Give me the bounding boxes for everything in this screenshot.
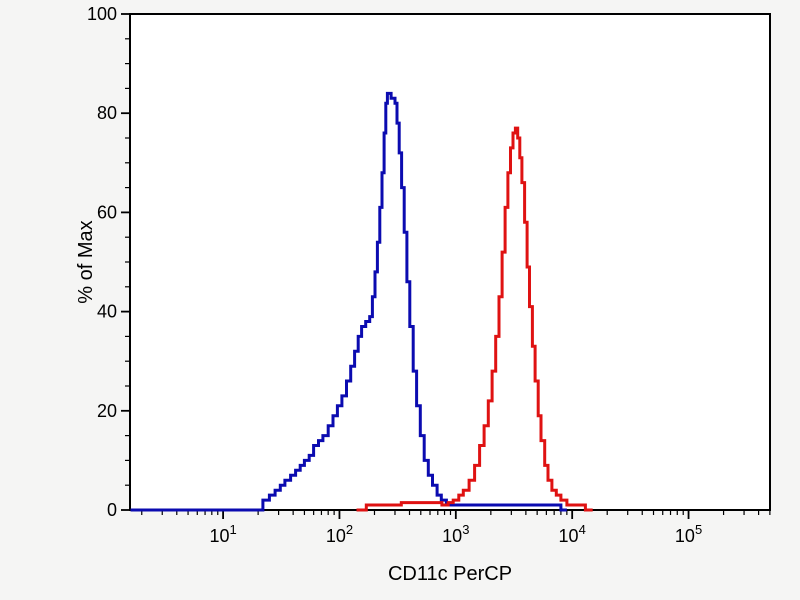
y-axis-tick-labels: 0 20 40 60 80 100 <box>87 4 117 520</box>
x-axis-title: CD11c PerCP <box>388 563 512 585</box>
x-tick-label: 101 <box>209 522 236 546</box>
y-tick-label: 20 <box>97 401 117 421</box>
y-tick-label: 100 <box>87 4 117 24</box>
y-tick-label: 80 <box>97 103 117 123</box>
plot-area <box>130 14 770 510</box>
x-tick-label: 102 <box>326 522 353 546</box>
series-red-curve <box>356 126 593 512</box>
x-tick-label: 103 <box>442 522 469 546</box>
x-axis-tick-labels: 101 102 103 104 105 <box>209 522 702 546</box>
x-tick-label: 104 <box>559 522 586 546</box>
y-axis-title: % of Max <box>75 220 97 303</box>
y-tick-label: 60 <box>97 202 117 222</box>
y-tick-label: 0 <box>107 500 117 520</box>
series-blue-curve <box>130 91 567 512</box>
x-tick-label: 105 <box>675 522 702 546</box>
series-curves <box>130 91 593 512</box>
plot-frame <box>129 13 771 511</box>
y-axis-ticks <box>121 13 130 511</box>
y-tick-label: 40 <box>97 302 117 322</box>
